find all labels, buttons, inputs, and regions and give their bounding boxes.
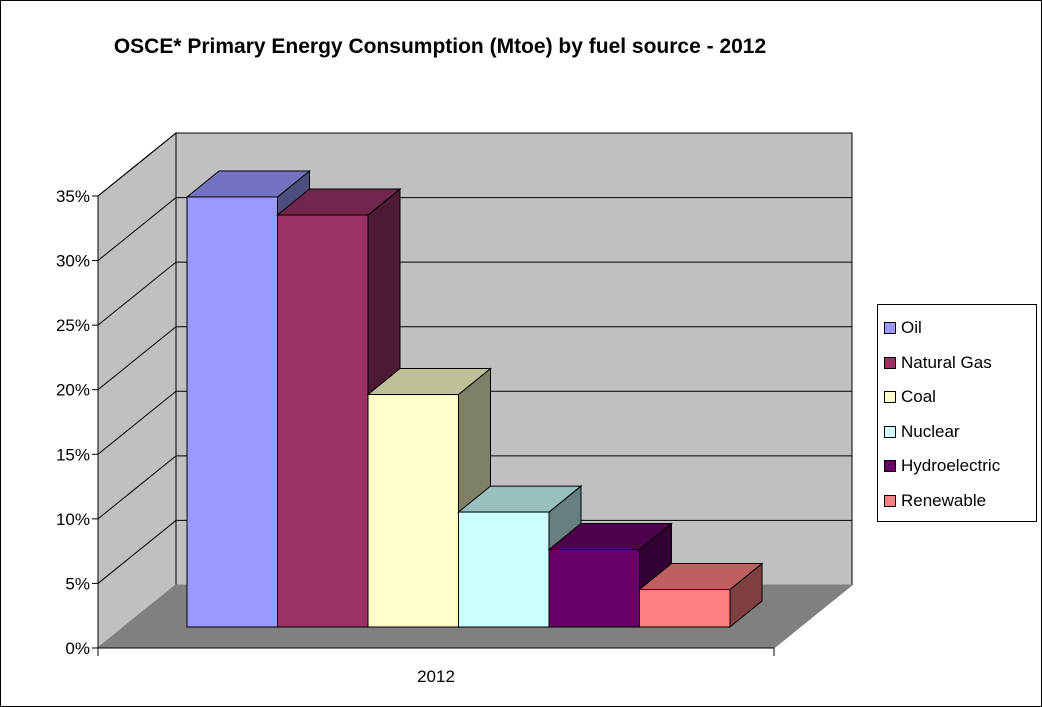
gridline-side (97, 326, 177, 391)
legend-item-natural-gas: Natural Gas (884, 346, 1036, 381)
bar-oil (186, 196, 278, 628)
y-tick-label: 35% (56, 187, 90, 206)
y-tick-label: 0% (65, 639, 90, 658)
legend-swatch (884, 494, 896, 507)
gridline-side (97, 520, 177, 584)
legend-swatch (884, 322, 896, 335)
y-tick-label: 15% (56, 445, 90, 464)
legend-item-nuclear: Nuclear (884, 415, 1036, 450)
legend-swatch (884, 460, 896, 473)
bar-natural-gas (277, 214, 369, 628)
gridline-side (97, 261, 177, 326)
legend-label: Oil (901, 318, 922, 338)
bar-hydroelectric (548, 549, 640, 628)
legend-swatch (884, 356, 896, 369)
x-tick-label: 2012 (417, 667, 455, 686)
y-tick-label: 20% (56, 381, 90, 400)
bar-coal (367, 394, 459, 628)
legend-swatch (884, 425, 896, 438)
side-wall (97, 131, 177, 650)
legend-item-hydroelectric: Hydroelectric (884, 449, 1036, 484)
legend-swatch (884, 391, 896, 404)
legend-label: Hydroelectric (901, 456, 1001, 476)
legend-label: Renewable (901, 490, 987, 510)
legend-label: Nuclear (901, 421, 960, 441)
y-tick-label: 10% (56, 510, 90, 529)
legend-label: Natural Gas (901, 352, 992, 372)
gridline-side (97, 197, 177, 261)
legend-item-coal: Coal (884, 380, 1036, 415)
gridline-side (97, 390, 177, 455)
gridline-side (97, 132, 177, 197)
chart-legend: Oil Natural Gas Coal Nuclear Hydroelectric Re… (877, 304, 1037, 522)
chart-title: OSCE* Primary Energy Consumption (Mtoe) … (113, 35, 767, 58)
bar-renewable (639, 589, 731, 628)
y-tick-label: 5% (65, 574, 90, 593)
legend-item-oil: Oil (884, 311, 1036, 346)
bar-nuclear (458, 511, 550, 628)
y-tick-label: 25% (56, 316, 90, 335)
legend-item-renewable: Renewable (884, 484, 1036, 519)
gridline-side (97, 455, 177, 520)
legend-label: Coal (901, 387, 936, 407)
y-tick-label: 30% (56, 252, 90, 271)
